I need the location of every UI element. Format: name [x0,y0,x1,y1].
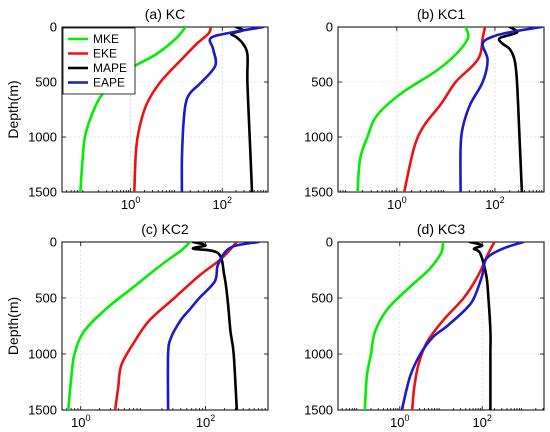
x-tick-label: 100 [121,195,140,212]
series-line-mape [468,242,492,410]
series-line-eke [113,242,239,410]
series-line-eke [133,27,213,192]
y-tick-label: 0 [50,235,57,250]
series-line-eape [459,27,543,192]
series-line-mke [356,27,470,192]
chart-panel-1: 0 500 1000 1500 100 102 (a) KC Depth(m) MKEEKEMA… [5,6,269,212]
series-group [66,242,260,410]
plot-frame [337,241,545,411]
y-tick-label: 0 [326,20,333,35]
x-tick-label: 100 [71,413,90,430]
y-tick-label: 1500 [304,403,333,418]
chart-panel-3: 0 500 1000 1500 100 102 (c) KC2 Depth(m) [5,221,269,430]
y-tick-label: 1500 [28,185,57,200]
y-tick-label: 0 [326,235,333,250]
y-axis-label: Depth(m) [5,297,21,355]
y-tick-label: 1000 [304,347,333,362]
y-tick-label: 1500 [28,403,57,418]
y-tick-label: 1000 [28,347,57,362]
panel-title: (c) KC2 [141,221,189,237]
series-line-mape [191,242,239,410]
y-tick-label: 500 [35,291,57,306]
y-tick-label: 1000 [28,130,57,145]
x-tick-label: 102 [196,413,215,430]
y-tick-label: 500 [311,75,333,90]
y-tick-label: 500 [35,75,57,90]
x-tick-label: 102 [472,413,491,430]
series-group [356,27,543,192]
panel-title: (b) KC1 [417,6,465,22]
y-tick-label: 1500 [304,185,333,200]
series-line-eape [166,242,260,410]
x-tick-label: 100 [390,413,409,430]
x-tick-label: 102 [212,195,231,212]
series-line-mke [363,242,445,410]
series-line-eape [400,242,525,410]
series-line-eape [180,27,265,192]
legend-label-eke: EKE [93,47,117,61]
chart-panel-4: 0 500 1000 1500 100 102 (d) KC3 [304,221,545,430]
y-tick-label: 0 [50,20,57,35]
y-tick-label: 500 [311,291,333,306]
plot-frame [61,241,269,411]
x-tick-label: 102 [485,195,504,212]
x-tick-label: 100 [387,195,406,212]
plot-frame [337,26,545,193]
series-line-mke [66,242,192,410]
y-tick-label: 1000 [304,130,333,145]
legend-label-mape: MAPE [93,61,127,75]
panel-title: (a) KC [145,6,185,22]
chart-panel-2: 0 500 1000 1500 100 102 (b) KC1 [304,6,545,212]
y-axis-label: Depth(m) [5,80,21,138]
panel-title: (d) KC3 [417,221,465,237]
legend-label-eape: EAPE [93,76,125,90]
series-group [363,242,525,410]
legend-label-mke: MKE [93,32,119,46]
series-line-mape [497,27,524,192]
